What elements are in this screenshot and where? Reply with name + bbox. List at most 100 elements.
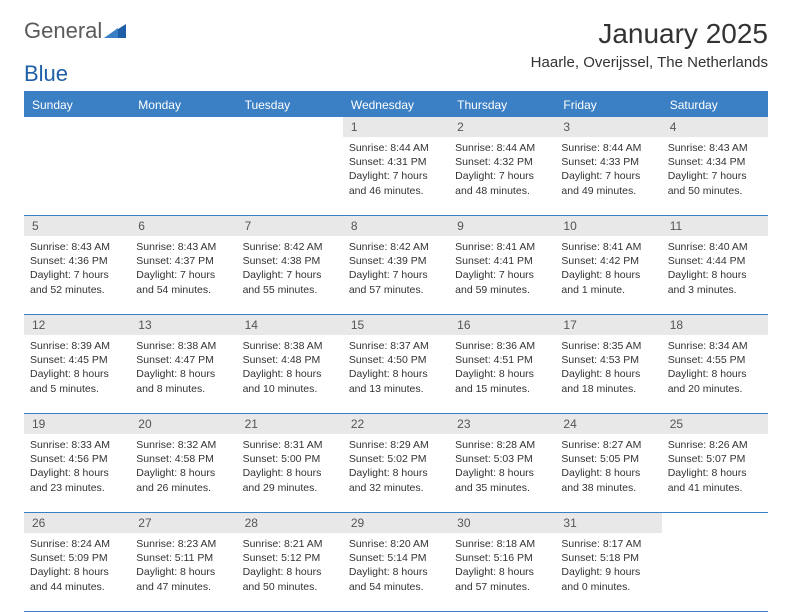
day-number: 6 (130, 216, 236, 236)
daynum-row: 12131415161718 (24, 315, 768, 335)
sunset: Sunset: 5:03 PM (455, 452, 549, 466)
day-number: 29 (343, 513, 449, 533)
day-info: Sunrise: 8:39 AMSunset: 4:45 PMDaylight:… (30, 339, 124, 396)
month-title: January 2025 (531, 18, 768, 50)
day-header: Friday (555, 93, 661, 117)
day-number: 14 (237, 315, 343, 335)
daylight-2: and 44 minutes. (30, 580, 124, 594)
day-info: Sunrise: 8:43 AMSunset: 4:34 PMDaylight:… (668, 141, 762, 198)
day-cell: Sunrise: 8:43 AMSunset: 4:34 PMDaylight:… (662, 137, 768, 215)
day-cell: Sunrise: 8:41 AMSunset: 4:41 PMDaylight:… (449, 236, 555, 314)
sunset: Sunset: 4:33 PM (561, 155, 655, 169)
day-cell: Sunrise: 8:43 AMSunset: 4:37 PMDaylight:… (130, 236, 236, 314)
sunrise: Sunrise: 8:31 AM (243, 438, 337, 452)
day-cell: Sunrise: 8:36 AMSunset: 4:51 PMDaylight:… (449, 335, 555, 413)
daylight-2: and 57 minutes. (455, 580, 549, 594)
daylight-2: and 3 minutes. (668, 283, 762, 297)
day-number: 23 (449, 414, 555, 434)
day-number: 20 (130, 414, 236, 434)
logo: General (24, 18, 127, 44)
daylight-2: and 55 minutes. (243, 283, 337, 297)
daylight-2: and 49 minutes. (561, 184, 655, 198)
sunrise: Sunrise: 8:20 AM (349, 537, 443, 551)
daylight-2: and 47 minutes. (136, 580, 230, 594)
day-info: Sunrise: 8:42 AMSunset: 4:38 PMDaylight:… (243, 240, 337, 297)
logo-text-2: Blue (24, 61, 768, 87)
day-info: Sunrise: 8:44 AMSunset: 4:31 PMDaylight:… (349, 141, 443, 198)
sunset: Sunset: 4:37 PM (136, 254, 230, 268)
weeks-container: 1234Sunrise: 8:44 AMSunset: 4:31 PMDayli… (24, 117, 768, 612)
day-number: 27 (130, 513, 236, 533)
daylight-1: Daylight: 8 hours (349, 565, 443, 579)
sunrise: Sunrise: 8:26 AM (668, 438, 762, 452)
day-number: 19 (24, 414, 130, 434)
day-number: 7 (237, 216, 343, 236)
day-cell: Sunrise: 8:44 AMSunset: 4:31 PMDaylight:… (343, 137, 449, 215)
daylight-2: and 20 minutes. (668, 382, 762, 396)
day-header: Tuesday (237, 93, 343, 117)
daynum-row: 19202122232425 (24, 414, 768, 434)
daylight-1: Daylight: 7 hours (349, 169, 443, 183)
day-number: 25 (662, 414, 768, 434)
day-cell: Sunrise: 8:37 AMSunset: 4:50 PMDaylight:… (343, 335, 449, 413)
day-cell: Sunrise: 8:33 AMSunset: 4:56 PMDaylight:… (24, 434, 130, 512)
day-number: 26 (24, 513, 130, 533)
daylight-2: and 59 minutes. (455, 283, 549, 297)
day-cell: Sunrise: 8:43 AMSunset: 4:36 PMDaylight:… (24, 236, 130, 314)
logo-text-1: General (24, 18, 102, 44)
daylight-1: Daylight: 8 hours (30, 466, 124, 480)
daylight-2: and 50 minutes. (668, 184, 762, 198)
daylight-2: and 54 minutes. (349, 580, 443, 594)
daylight-2: and 52 minutes. (30, 283, 124, 297)
sunset: Sunset: 4:42 PM (561, 254, 655, 268)
daylight-1: Daylight: 8 hours (30, 565, 124, 579)
day-info: Sunrise: 8:29 AMSunset: 5:02 PMDaylight:… (349, 438, 443, 495)
sunrise: Sunrise: 8:44 AM (349, 141, 443, 155)
sunset: Sunset: 4:34 PM (668, 155, 762, 169)
daylight-1: Daylight: 9 hours (561, 565, 655, 579)
sunrise: Sunrise: 8:38 AM (136, 339, 230, 353)
sunrise: Sunrise: 8:39 AM (30, 339, 124, 353)
sunrise: Sunrise: 8:41 AM (561, 240, 655, 254)
sunset: Sunset: 4:41 PM (455, 254, 549, 268)
day-cell: Sunrise: 8:29 AMSunset: 5:02 PMDaylight:… (343, 434, 449, 512)
day-number (237, 117, 343, 137)
day-number: 15 (343, 315, 449, 335)
daylight-1: Daylight: 8 hours (668, 466, 762, 480)
day-header: Monday (130, 93, 236, 117)
sunset: Sunset: 5:12 PM (243, 551, 337, 565)
day-number: 12 (24, 315, 130, 335)
day-header: Saturday (662, 93, 768, 117)
daylight-1: Daylight: 7 hours (668, 169, 762, 183)
sunrise: Sunrise: 8:23 AM (136, 537, 230, 551)
daylight-2: and 18 minutes. (561, 382, 655, 396)
daylight-2: and 15 minutes. (455, 382, 549, 396)
sunrise: Sunrise: 8:21 AM (243, 537, 337, 551)
sunset: Sunset: 5:16 PM (455, 551, 549, 565)
day-info: Sunrise: 8:36 AMSunset: 4:51 PMDaylight:… (455, 339, 549, 396)
daynum-row: 567891011 (24, 216, 768, 236)
sunrise: Sunrise: 8:43 AM (668, 141, 762, 155)
day-number: 4 (662, 117, 768, 137)
day-header: Thursday (449, 93, 555, 117)
day-info: Sunrise: 8:41 AMSunset: 4:41 PMDaylight:… (455, 240, 549, 297)
day-cell: Sunrise: 8:42 AMSunset: 4:39 PMDaylight:… (343, 236, 449, 314)
daylight-2: and 29 minutes. (243, 481, 337, 495)
day-cell: Sunrise: 8:32 AMSunset: 4:58 PMDaylight:… (130, 434, 236, 512)
sunrise: Sunrise: 8:36 AM (455, 339, 549, 353)
day-info: Sunrise: 8:24 AMSunset: 5:09 PMDaylight:… (30, 537, 124, 594)
sunrise: Sunrise: 8:42 AM (243, 240, 337, 254)
day-cell (662, 533, 768, 611)
day-cell: Sunrise: 8:35 AMSunset: 4:53 PMDaylight:… (555, 335, 661, 413)
sunset: Sunset: 4:47 PM (136, 353, 230, 367)
sunset: Sunset: 5:07 PM (668, 452, 762, 466)
sunrise: Sunrise: 8:32 AM (136, 438, 230, 452)
daylight-2: and 50 minutes. (243, 580, 337, 594)
daylight-2: and 8 minutes. (136, 382, 230, 396)
sunset: Sunset: 4:55 PM (668, 353, 762, 367)
daylight-2: and 5 minutes. (30, 382, 124, 396)
day-cell: Sunrise: 8:38 AMSunset: 4:47 PMDaylight:… (130, 335, 236, 413)
day-cell (24, 137, 130, 215)
daylight-1: Daylight: 8 hours (668, 367, 762, 381)
week-row: Sunrise: 8:33 AMSunset: 4:56 PMDaylight:… (24, 434, 768, 513)
